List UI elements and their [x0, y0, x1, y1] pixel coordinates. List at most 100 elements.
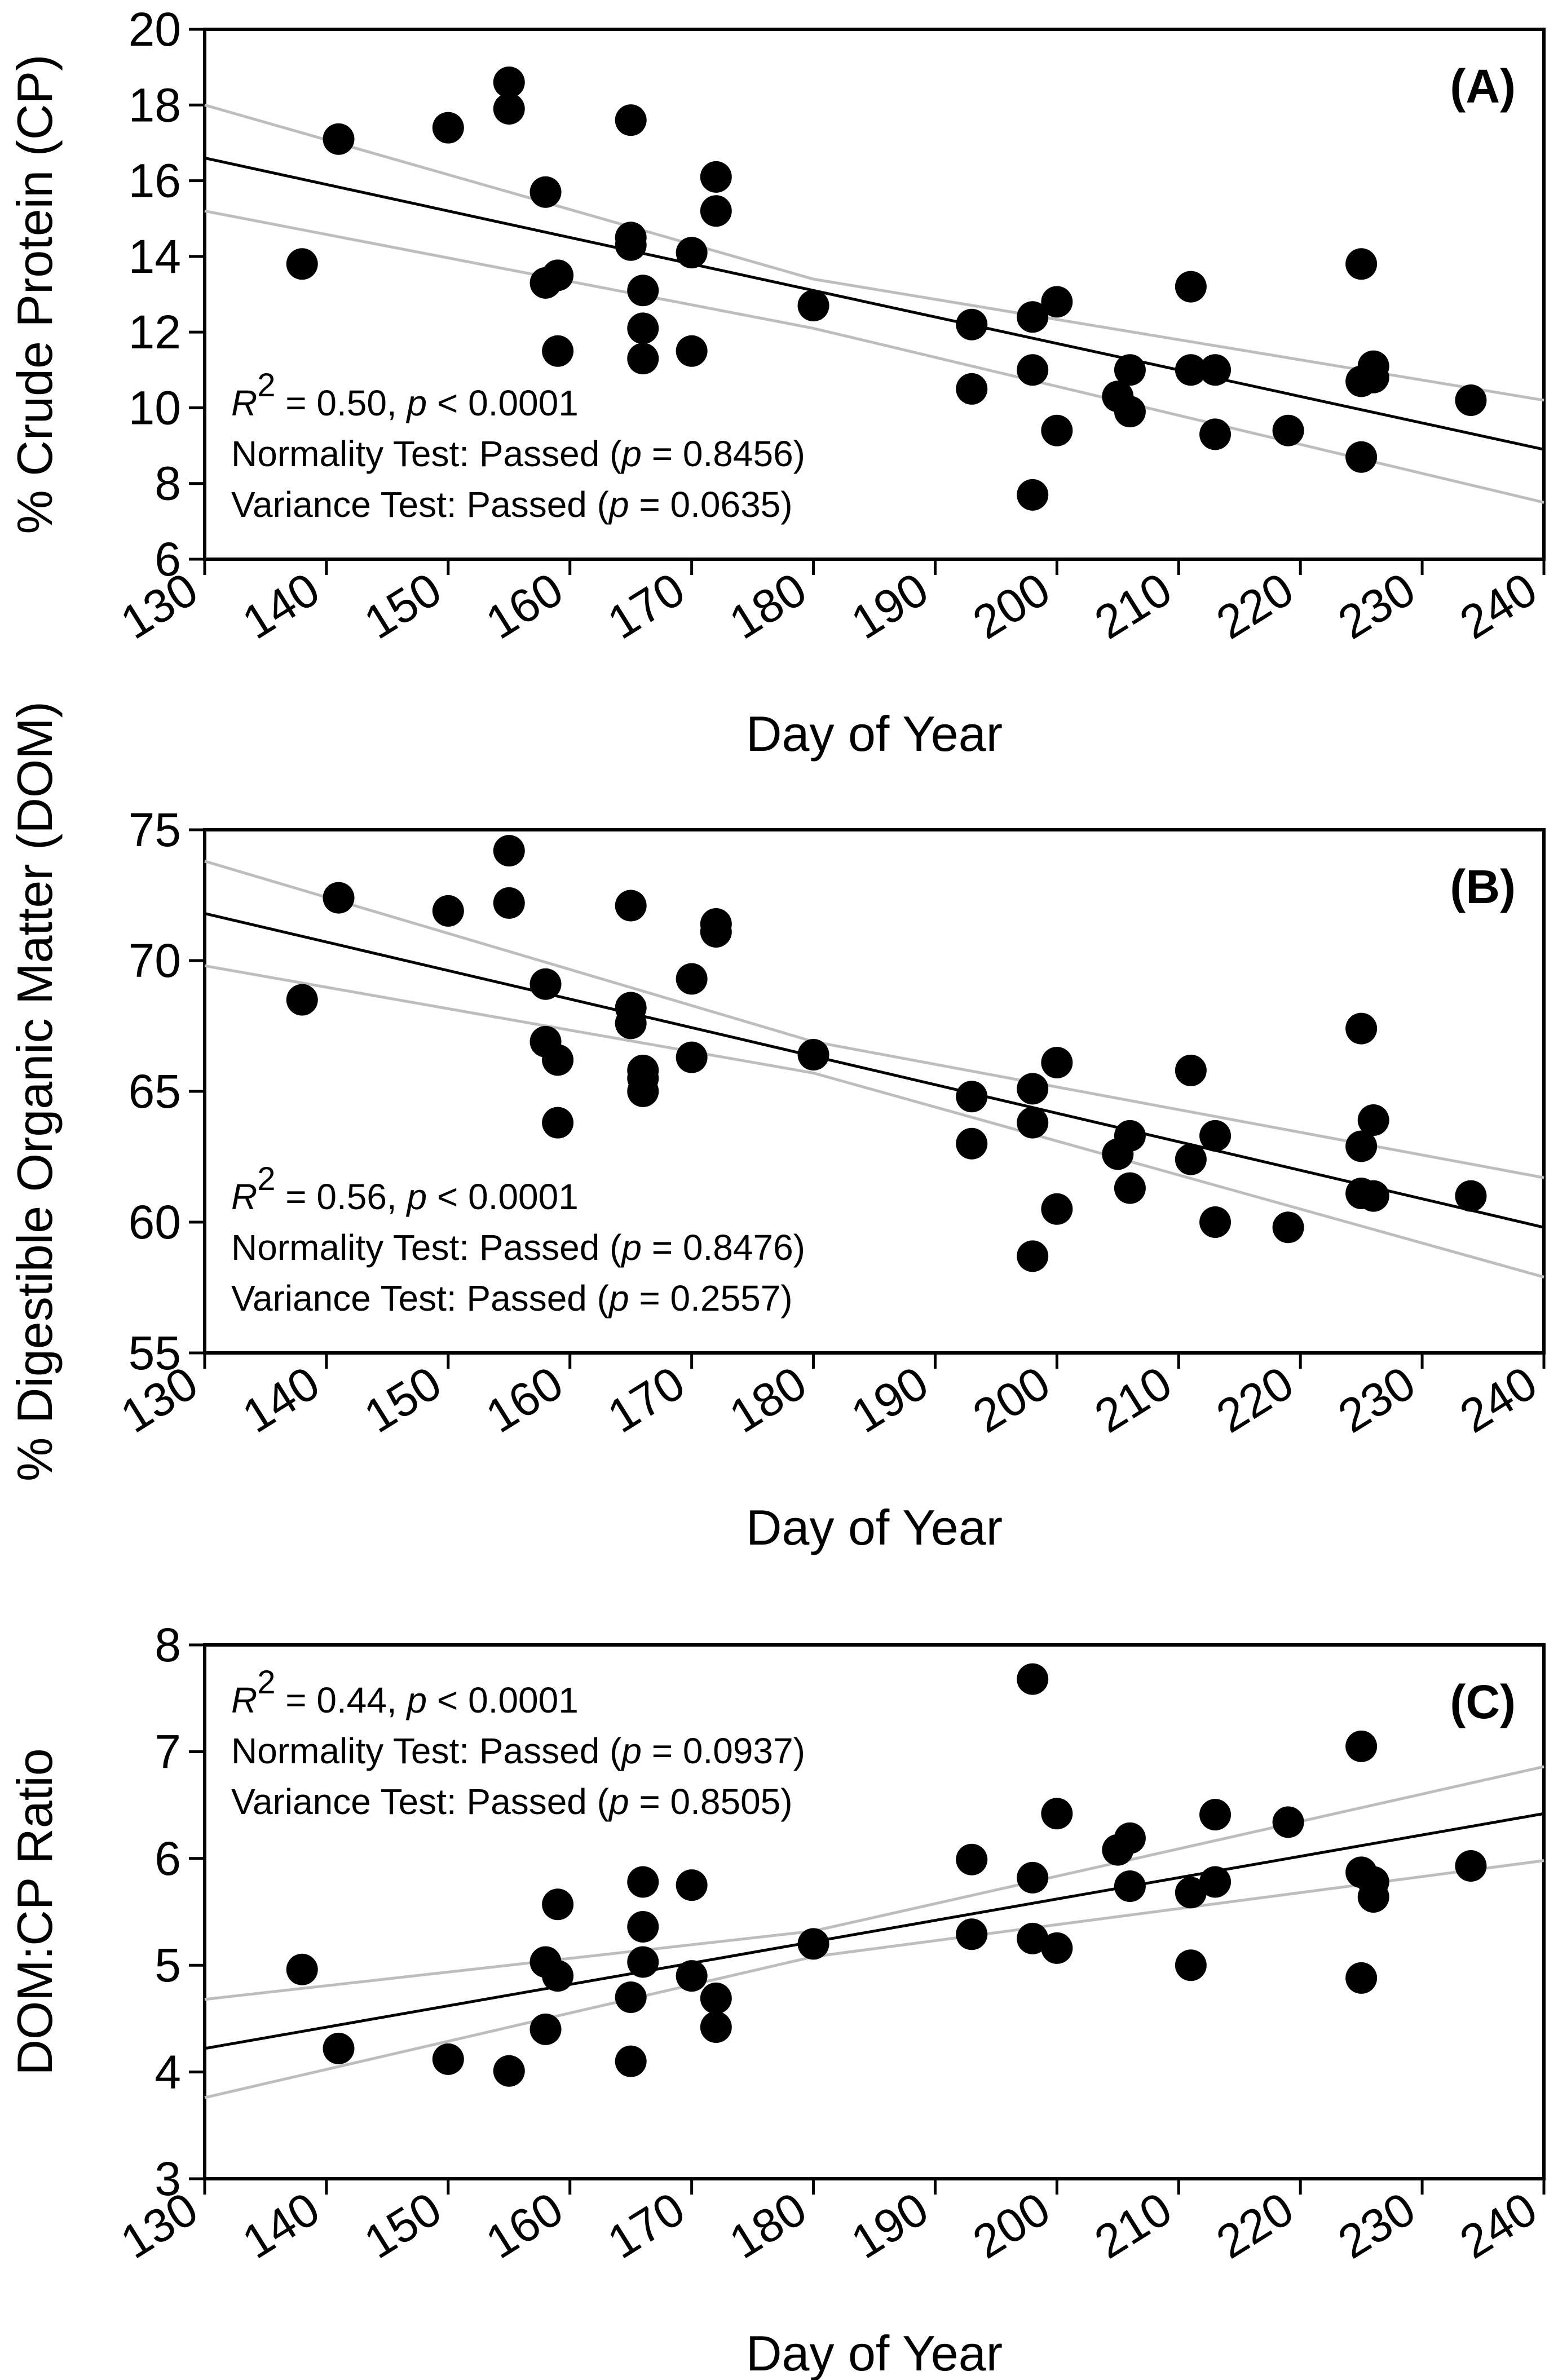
data-point	[1345, 248, 1378, 280]
x-tick-label: 200	[964, 563, 1059, 649]
data-point	[1345, 1730, 1378, 1762]
x-tick-label: 160	[477, 1356, 572, 1443]
data-point	[1017, 1663, 1049, 1695]
data-point	[1272, 414, 1304, 446]
data-point	[1041, 1046, 1073, 1078]
data-point	[956, 373, 988, 405]
y-tick-label: 8	[155, 457, 181, 510]
data-point	[1017, 479, 1049, 511]
p-symbol: p	[608, 484, 629, 525]
x-tick-label: 240	[1451, 2182, 1546, 2269]
confidence-lower-line	[204, 964, 1544, 1279]
data-point	[1114, 1172, 1146, 1204]
regression-line	[204, 1812, 1544, 2050]
x-tick-label: 130	[112, 563, 207, 649]
stat-variance: Variance Test: Passed (p = 0.8505)	[231, 1781, 793, 1822]
data-point	[1017, 301, 1049, 333]
x-tick-label: 230	[1329, 2182, 1424, 2269]
x-tick-label: 210	[1085, 2182, 1181, 2269]
confidence-upper-line	[204, 103, 1544, 402]
p-value: < 0.0001	[427, 1680, 579, 1720]
variance-p-value: = 0.8505)	[629, 1781, 793, 1822]
y-axis-title: % Crude Protein (CP)	[7, 55, 63, 534]
x-tick-label: 150	[355, 2182, 451, 2269]
y-axis-title: DOM:CP Ratio	[7, 1748, 63, 2075]
x-tick-label: 170	[599, 563, 694, 649]
data-point	[1041, 286, 1073, 318]
data-point	[1455, 1850, 1487, 1882]
x-tick-label: 190	[842, 2182, 937, 2269]
x-axis-title: Day of Year	[746, 2325, 1003, 2380]
data-point	[1175, 1143, 1207, 1175]
data-point	[542, 1044, 574, 1076]
data-point	[627, 312, 659, 344]
data-point	[700, 2011, 732, 2043]
data-point	[542, 1960, 574, 1992]
data-point	[615, 104, 647, 136]
r-squared-value: = 0.44,	[275, 1680, 407, 1720]
x-tick-label: 180	[720, 563, 815, 649]
data-point	[286, 984, 318, 1016]
x-tick-label: 150	[355, 1356, 451, 1443]
plot-frame-a	[203, 28, 1546, 561]
x-tick-label: 140	[233, 2182, 329, 2269]
x-tick-label: 130	[112, 1356, 207, 1443]
y-tick-label: 4	[155, 2046, 181, 2099]
y-tick-label: 12	[129, 306, 181, 359]
panel-b: 55 60 65 70 75 130 140 150 160 170 180 190 200 210 220…	[7, 701, 1546, 1555]
data-point	[529, 2013, 562, 2045]
x-tick-label: 130	[112, 2182, 207, 2269]
x-tick-label: 200	[964, 2182, 1059, 2269]
p-symbol: p	[406, 383, 427, 423]
y-tick-label: 6	[155, 1832, 181, 1885]
data-point	[676, 963, 708, 995]
y-tick-label: 6	[155, 533, 181, 586]
y-tick-label: 10	[129, 381, 181, 434]
data-point	[1114, 354, 1146, 386]
data-point	[956, 1843, 988, 1875]
r-superscript: 2	[257, 1161, 275, 1197]
x-tick-label: 180	[720, 2182, 815, 2269]
stat-r-squared: R2 = 0.50, p < 0.0001	[231, 367, 579, 423]
data-point	[797, 1928, 829, 1960]
stat-variance: Variance Test: Passed (p = 0.2557)	[231, 1278, 793, 1319]
data-point	[1199, 1206, 1232, 1238]
data-point	[1017, 1073, 1049, 1105]
y-tick-label: 18	[129, 78, 181, 131]
data-point	[627, 1911, 659, 1943]
p-symbol: p	[620, 1731, 642, 1771]
stat-normality: Normality Test: Passed (p = 0.8456)	[231, 433, 805, 474]
data-point	[1175, 271, 1207, 303]
p-symbol: p	[620, 1227, 642, 1268]
data-point	[529, 968, 562, 1000]
x-tick-label: 230	[1329, 563, 1424, 649]
data-point	[1199, 1866, 1232, 1898]
panel-c: 3 4 5 6 7 8 130 140 150 160 170 180 190 200 210 220 230 2…	[7, 1618, 1546, 2380]
data-point	[956, 1081, 988, 1113]
data-point	[627, 1076, 659, 1107]
x-tick-label: 180	[720, 1356, 815, 1443]
data-point	[493, 67, 525, 98]
stat-normality: Normality Test: Passed (p = 0.0937)	[231, 1731, 805, 1771]
p-value: < 0.0001	[427, 1176, 579, 1217]
data-point	[1357, 361, 1389, 393]
variance-p-value: = 0.2557)	[629, 1278, 793, 1319]
y-tick-label: 55	[129, 1326, 181, 1379]
data-point	[1199, 1799, 1232, 1831]
data-point	[1017, 354, 1049, 386]
variance-p-value: = 0.0635)	[629, 484, 793, 525]
data-point	[1114, 396, 1146, 428]
x-tick-label: 210	[1085, 563, 1181, 649]
data-point	[542, 259, 574, 291]
x-tick-label: 200	[964, 1356, 1059, 1443]
regression-line	[204, 156, 1544, 451]
x-tick-label: 230	[1329, 1356, 1424, 1443]
data-point	[1175, 1949, 1207, 1981]
data-point	[956, 1127, 988, 1160]
data-point	[1017, 1107, 1049, 1139]
data-point	[627, 1946, 659, 1978]
normality-prefix: Normality Test: Passed (	[231, 1227, 621, 1268]
stat-normality: Normality Test: Passed (p = 0.8476)	[231, 1227, 805, 1268]
variance-prefix: Variance Test: Passed (	[231, 1781, 609, 1822]
data-point	[432, 895, 464, 927]
